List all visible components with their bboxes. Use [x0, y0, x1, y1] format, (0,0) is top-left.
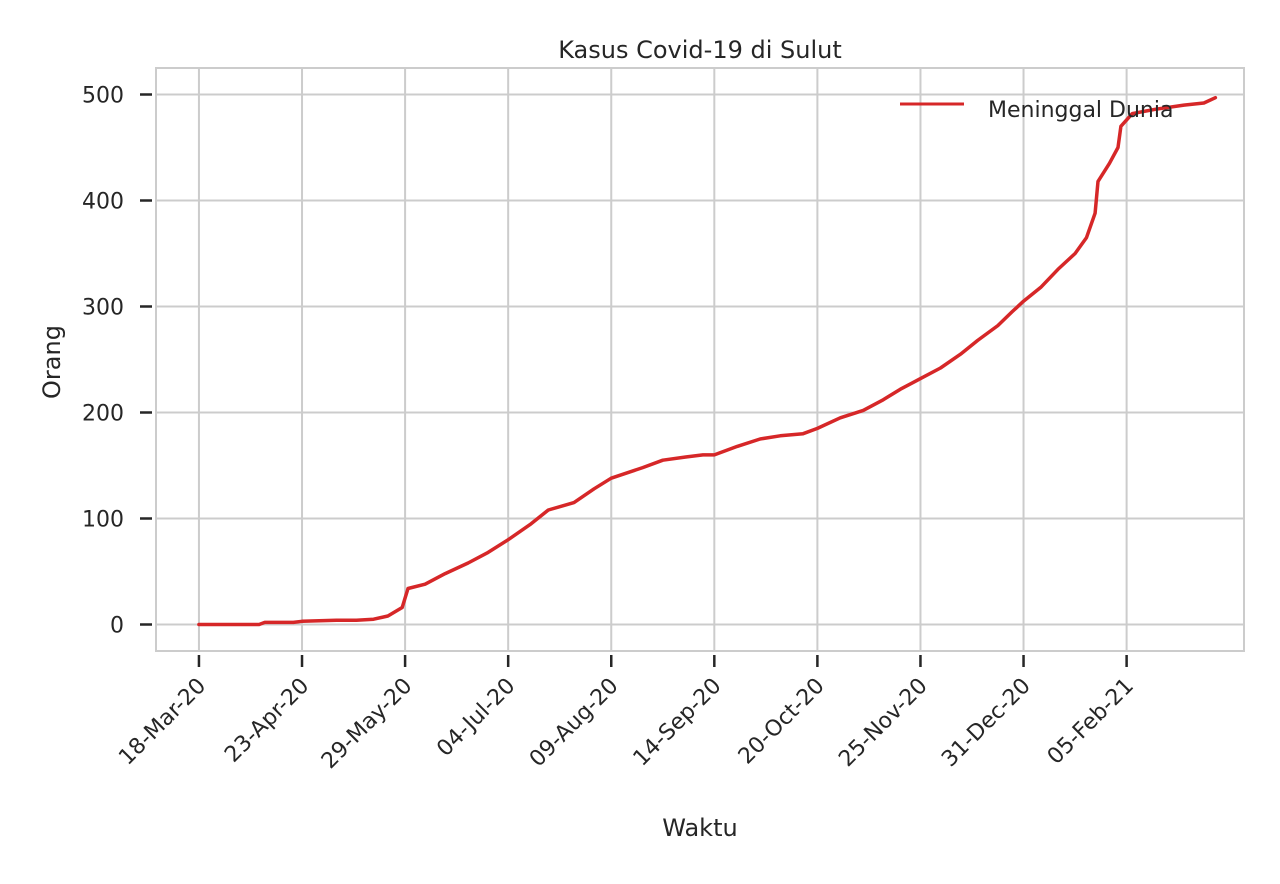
x-tick-label: 31-Dec-20 — [937, 674, 1036, 773]
y-tick-label: 500 — [82, 84, 124, 109]
plot-frame — [155, 67, 1245, 652]
series-line-meninggal-dunia — [197, 95, 1218, 627]
y-tick-label: 100 — [82, 508, 124, 533]
x-tick-label: 09-Aug-20 — [525, 674, 624, 773]
legend: Meninggal Dunia — [900, 98, 1173, 123]
x-tick-label: 05-Feb-21 — [1043, 674, 1139, 770]
x-tick-label: 14-Sep-20 — [629, 674, 727, 772]
x-tick-label: 29-May-20 — [317, 674, 417, 774]
legend-label: Meninggal Dunia — [988, 98, 1173, 123]
x-tick-label: 20-Oct-20 — [734, 674, 830, 770]
y-tick-label: 400 — [82, 190, 124, 215]
y-tick-label: 300 — [82, 296, 124, 321]
x-axis-ticks: 18-Mar-20 23-Apr-20 29-May-20 04-Jul-20 09-A… — [114, 655, 1139, 774]
y-axis-ticks: 0 100 200 300 400 500 — [82, 84, 152, 639]
chart-title: Kasus Covid-19 di Sulut — [558, 36, 842, 64]
x-tick-label: 23-Apr-20 — [220, 674, 314, 768]
x-tick-label: 04-Jul-20 — [432, 674, 520, 762]
grid — [156, 68, 1244, 651]
y-tick-label: 200 — [82, 402, 124, 427]
x-axis-label: Waktu — [662, 814, 737, 842]
series-layer — [197, 95, 1218, 627]
x-tick-label: 25-Nov-20 — [834, 674, 932, 772]
x-tick-label: 18-Mar-20 — [114, 674, 211, 771]
y-axis-label: Orang — [38, 325, 66, 399]
y-tick-label: 0 — [110, 614, 124, 639]
